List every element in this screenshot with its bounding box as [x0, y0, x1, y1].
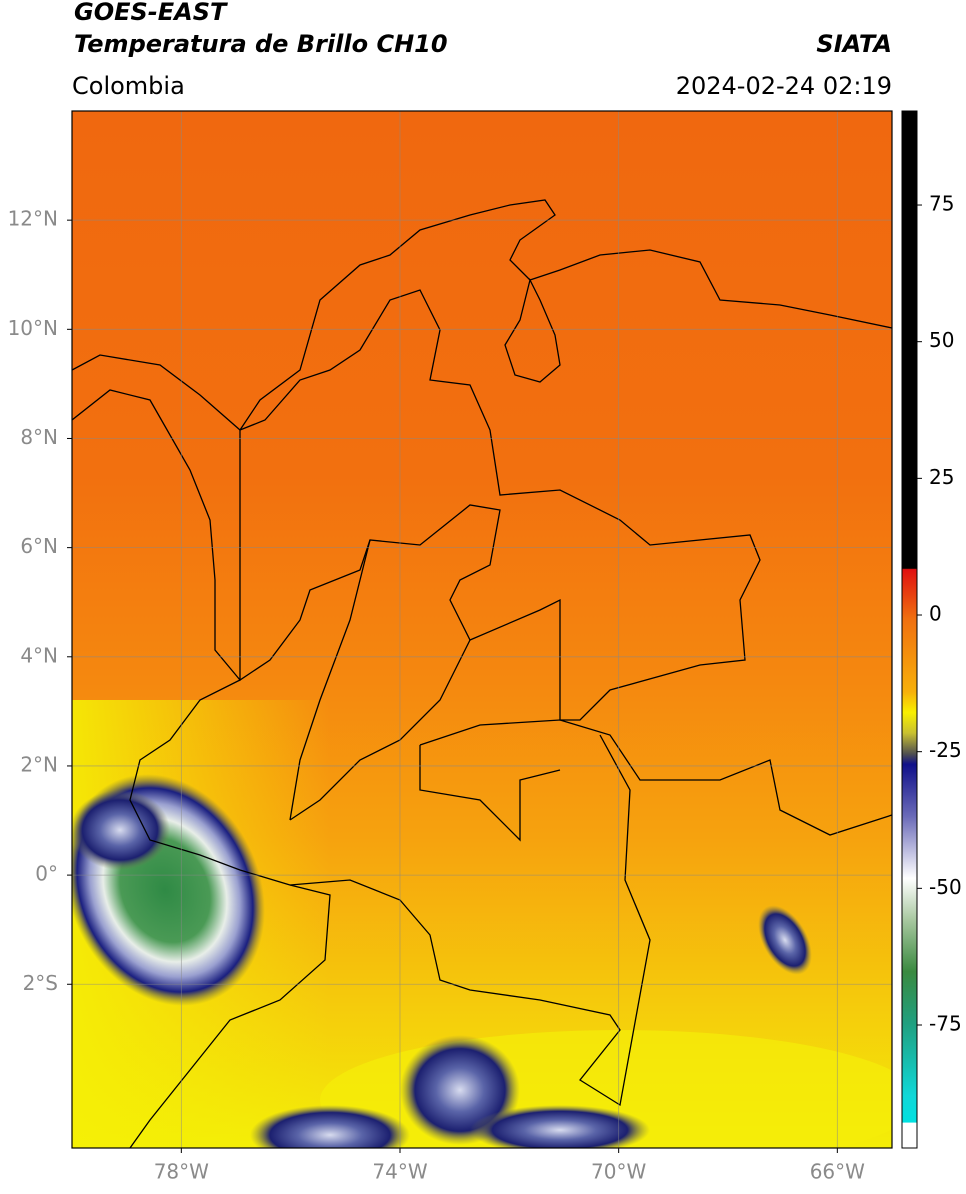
x-tick-label: 74°W	[372, 1160, 427, 1184]
colorbar-label: 25	[929, 465, 954, 489]
y-tick-label: 6°N	[20, 534, 58, 558]
y-tick-label: 4°N	[20, 643, 58, 667]
region: Colombia	[72, 72, 185, 100]
colorbar-label: 50	[929, 328, 954, 352]
satellite-image	[72, 111, 892, 1148]
colorbar	[901, 110, 918, 1149]
colorbar-label: 75	[929, 192, 954, 216]
source: SIATA	[816, 30, 892, 58]
axis-labels: 78°W 74°W 70°W 66°W 12°N 10°N 8°N 6°N 4°N 2°N 0° 2°…	[8, 192, 962, 1184]
y-tick-label: 0°	[35, 862, 58, 886]
x-tick-label: 78°W	[154, 1160, 209, 1184]
colorbar-label: 0	[929, 602, 942, 626]
y-tick-label: 2°N	[20, 752, 58, 776]
colorbar-label: -25	[929, 738, 962, 762]
colorbar-label: -50	[929, 875, 962, 899]
colorbar-label: -75	[929, 1012, 962, 1036]
title: GOES-EAST	[74, 0, 228, 26]
x-tick-label: 70°W	[591, 1160, 646, 1184]
map-frame	[71, 110, 893, 1149]
graticule	[72, 111, 892, 1148]
y-tick-label: 12°N	[8, 207, 58, 231]
y-tick-label: 2°S	[23, 971, 58, 995]
y-tick-label: 8°N	[20, 425, 58, 449]
x-tick-label: 66°W	[810, 1160, 865, 1184]
timestamp: 2024-02-24 02:19	[676, 72, 892, 100]
y-tick-label: 10°N	[8, 316, 58, 340]
subtitle: Temperatura de Brillo CH10	[74, 30, 448, 58]
